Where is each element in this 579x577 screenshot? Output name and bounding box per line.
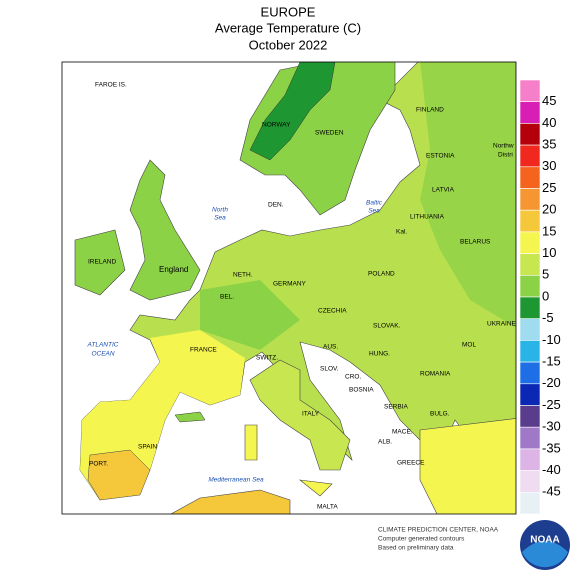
legend-label: -15 <box>542 354 561 369</box>
sea-label: Baltic <box>366 200 383 207</box>
place-label: SLOVAK. <box>373 323 401 330</box>
legend-swatch <box>519 318 541 341</box>
place-label: IRELAND <box>88 259 116 266</box>
legend-swatch <box>519 426 541 450</box>
place-label: BOSNIA <box>349 387 374 394</box>
legend-label: 25 <box>542 180 556 195</box>
place-label: GREECE <box>397 460 425 467</box>
place-label: ROMANIA <box>420 371 451 378</box>
place-label: HUNG. <box>369 351 390 358</box>
legend-swatch <box>519 209 541 233</box>
place-label: FRANCE <box>190 347 217 354</box>
sea-label: Mediterranean Sea <box>208 477 264 484</box>
place-label: SERBIA <box>384 404 409 411</box>
legend-swatch <box>519 296 541 320</box>
legend-swatch <box>519 144 541 168</box>
legend-label: -30 <box>542 419 561 434</box>
legend-swatch <box>519 79 541 103</box>
place-label: BELARUS <box>460 239 491 246</box>
place-label: UKRAINE <box>487 321 517 328</box>
place-label: NETH. <box>233 272 253 279</box>
place-label: SWEDEN <box>315 130 344 137</box>
legend-label: 45 <box>542 93 556 108</box>
place-label: ALB. <box>378 439 392 446</box>
place-label: CZECHIA <box>318 308 347 315</box>
place-label: SPAIN <box>138 444 157 451</box>
sea-label: Sea <box>368 208 380 215</box>
legend-swatch <box>519 253 541 276</box>
legend-label: 20 <box>542 202 556 217</box>
place-label: BULG. <box>430 411 450 418</box>
legend-label: -45 <box>542 484 561 499</box>
place-label: ITALY <box>302 411 320 418</box>
place-label: DEN. <box>268 202 284 209</box>
legend-swatch <box>519 274 541 298</box>
legend-label: -10 <box>542 332 561 347</box>
sea-label: ATLANTIC <box>87 342 119 349</box>
place-label: POLAND <box>368 271 395 278</box>
credit: CLIMATE PREDICTION CENTER, NOAA <box>378 527 499 534</box>
legend-label: 0 <box>542 288 549 303</box>
place-label: Distri <box>498 152 513 159</box>
legend-swatch <box>519 470 541 493</box>
legend-swatch <box>519 340 541 363</box>
place-label: ESTONIA <box>426 153 455 160</box>
legend-label: 40 <box>542 115 556 130</box>
sea-label: North <box>212 207 228 214</box>
place-label: Northw <box>493 143 514 150</box>
legend-swatch <box>519 448 541 471</box>
legend-label: -35 <box>542 440 561 455</box>
place-label: MALTA <box>317 504 338 511</box>
place-labels: FAROE IS. NORWAY SWEDEN FINLAND ESTONIA … <box>88 82 517 511</box>
legend-label: 35 <box>542 137 556 152</box>
legend-label: 10 <box>542 245 556 260</box>
place-label: LATVIA <box>432 187 455 194</box>
noaa-logo: NOAA <box>520 520 570 570</box>
period: October 2022 <box>249 37 328 52</box>
place-label: SWITZ. <box>256 355 278 362</box>
title: EUROPE <box>261 4 316 19</box>
legend: 45 40 35 30 25 20 15 10 5 0 -5 -10 -15 -20 -25 -30 -35 -4… <box>519 79 561 515</box>
legend-swatch <box>519 383 541 406</box>
legend-label: 30 <box>542 158 556 173</box>
subtitle: Average Temperature (C) <box>215 20 361 35</box>
legend-swatch <box>519 405 541 428</box>
place-label: BEL. <box>220 294 234 301</box>
legend-label: -5 <box>542 310 554 325</box>
sea-label: OCEAN <box>91 351 114 358</box>
legend-swatch <box>519 491 541 515</box>
legend-swatch <box>519 123 541 146</box>
credit: Computer generated contours <box>378 536 465 543</box>
place-label: FAROE IS. <box>95 82 127 89</box>
legend-swatch <box>519 231 541 254</box>
legend-swatch <box>519 166 541 189</box>
map-frame <box>61 61 517 515</box>
place-label: LITHUANIA <box>410 214 445 221</box>
legend-swatch <box>519 188 541 211</box>
credit: Based on preliminary data <box>378 545 454 552</box>
place-label: CRO. <box>345 374 361 381</box>
legend-swatch <box>519 101 541 124</box>
place-label: NORWAY <box>262 122 291 129</box>
sea-label: Sea <box>214 215 226 222</box>
place-label: GERMANY <box>273 281 307 288</box>
legend-label: -40 <box>542 462 561 477</box>
legend-label: -25 <box>542 397 561 412</box>
place-label: SLOV. <box>320 366 339 373</box>
place-label: MOL <box>462 342 476 349</box>
place-label: Kal. <box>396 229 407 236</box>
place-label: MACE. <box>392 429 413 436</box>
legend-label: -20 <box>542 375 561 390</box>
logo-text: NOAA <box>530 535 559 546</box>
place-label: England <box>159 265 188 274</box>
place-label: FINLAND <box>416 107 444 114</box>
sea-labels: North Sea Baltic Sea ATLANTIC OCEAN Medi… <box>87 200 383 484</box>
place-label: PORT. <box>89 461 108 468</box>
legend-label: 5 <box>542 267 549 282</box>
map <box>62 62 516 514</box>
legend-label: 15 <box>542 223 556 238</box>
place-label: AUS. <box>323 344 338 351</box>
legend-swatch <box>519 361 541 385</box>
